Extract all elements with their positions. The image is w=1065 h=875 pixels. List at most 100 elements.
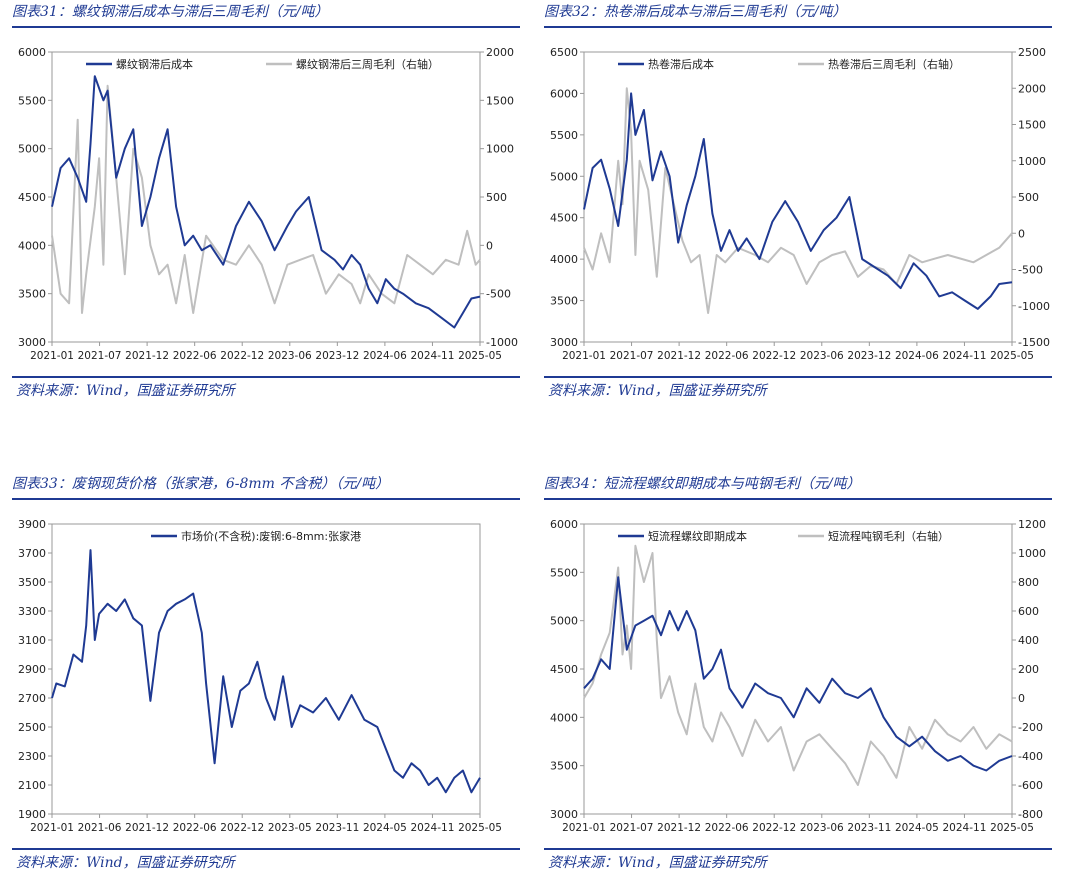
legend-label: 螺纹钢滞后三周毛利（右轴） [296,57,439,71]
plot-frame [51,51,481,343]
y-left-tick-label: 2100 [18,779,46,792]
y-right-tick-label: -500 [1018,264,1043,277]
x-tick-label: 2022-06 [173,350,217,362]
x-tick-label: 2024-11 [943,350,987,362]
legend-label: 螺纹钢滞后成本 [116,57,193,71]
x-tick-label: 2025-05 [458,822,502,834]
y-right-tick-label: -500 [486,288,511,301]
y-left-tick-label: 5500 [550,566,578,579]
source-note: 资料来源：Wind，国盛证券研究所 [16,855,235,871]
y-right-tick-label: 200 [1018,663,1039,676]
y-right-tick-label: 500 [1018,191,1039,204]
series-line [51,84,481,314]
y-right-tick-label: -800 [1018,808,1043,821]
x-tick-label: 2025-05 [458,350,502,362]
x-tick-label: 2024-06 [363,350,407,362]
title-rule [544,498,1052,500]
y-right-tick-label: 0 [486,239,493,252]
x-tick-label: 2021-07 [610,350,654,362]
legend-label: 热卷滞后三周毛利（右轴） [828,57,960,71]
series-line [583,544,1013,786]
chart-panel-34: 图表34：短流程螺纹即期成本与吨钢毛利（元/吨） 3000 3500 4000 450… [544,472,1052,872]
source-note: 资料来源：Wind，国盛证券研究所 [16,383,235,399]
y-right-tick-label: 2500 [1018,46,1046,59]
x-tick-label: 2022-06 [705,350,749,362]
chart-svg: 1900 2100 2300 2500 2700 2900 3100 3300 3500 3700… [18,518,502,834]
chart-svg: 3000350040004500500055006000-800-600-400… [550,518,1046,834]
y-right-tick-label: 500 [486,191,507,204]
y-left-tick-label: 5000 [550,170,578,183]
y-left-tick-label: 3500 [550,295,578,308]
y-right-tick-label: 1000 [486,143,514,156]
x-tick-label: 2025-05 [990,350,1034,362]
x-tick-label: 2022-06 [173,822,217,834]
y-right-tick-label: -1500 [1018,336,1050,349]
y-right-tick-label: 800 [1018,576,1039,589]
y-left-tick-label: 3000 [550,808,578,821]
x-tick-label: 2023-06 [268,350,312,362]
y-left-tick-label: 3000 [550,336,578,349]
y-left-tick-label: 6500 [550,46,578,59]
x-tick-label: 2021-12 [125,822,169,834]
title-rule [12,26,520,28]
y-left-tick-label: 4000 [18,239,46,252]
legend-label: 热卷滞后成本 [648,57,714,71]
y-right-tick-label: 1500 [486,94,514,107]
source-rule [544,848,1052,850]
y-right-tick-label: -600 [1018,779,1043,792]
series-line [583,576,1013,772]
chart-title: 图表34：短流程螺纹即期成本与吨钢毛利（元/吨） [544,476,861,492]
y-right-tick-label: 1000 [1018,547,1046,560]
legend-label: 短流程吨钢毛利（右轴） [828,529,949,543]
legend-label: 市场价(不含税):废钢:6-8mm:张家港 [181,529,361,543]
x-tick-label: 2021-07 [78,350,122,362]
chart-panel-31: 图表31：螺纹钢滞后成本与滞后三周毛利（元/吨） 3000 3500 4000 450… [12,0,520,400]
chart-panel-33: 图表33：废钢现货价格（张家港，6-8mm 不含税）（元/吨） 1900 2100… [12,472,520,872]
y-left-tick-label: 4500 [550,212,578,225]
x-tick-label: 2022-12 [220,822,264,834]
plot-frame [51,523,481,815]
x-tick-label: 2021-06 [78,822,122,834]
x-tick-label: 2025-05 [990,822,1034,834]
x-tick-label: 2021-07 [610,822,654,834]
chart-panel-32: 图表32：热卷滞后成本与滞后三周毛利（元/吨） 3000 3500 4000 4500… [544,0,1052,400]
x-tick-label: 2022-06 [705,822,749,834]
source-rule [544,376,1052,378]
y-left-tick-label: 2900 [18,663,46,676]
x-tick-label: 2021-01 [30,822,74,834]
x-tick-label: 2023-05 [268,822,312,834]
x-tick-label: 2024-11 [411,350,455,362]
y-right-tick-label: -1000 [486,336,518,349]
y-right-tick-label: 600 [1018,605,1039,618]
y-left-tick-label: 3700 [18,547,46,560]
x-tick-label: 2023-06 [800,822,844,834]
series-line [583,92,1013,310]
x-tick-label: 2021-12 [125,350,169,362]
x-tick-label: 2023-12 [847,350,891,362]
title-rule [12,498,520,500]
x-tick-label: 2021-12 [657,822,701,834]
y-left-tick-label: 6000 [550,87,578,100]
chart-title: 图表33：废钢现货价格（张家港，6-8mm 不含税）（元/吨） [12,476,390,492]
y-left-tick-label: 6000 [550,518,578,531]
y-right-tick-label: 1500 [1018,119,1046,132]
x-tick-label: 2023-06 [800,350,844,362]
y-left-tick-label: 5000 [550,615,578,628]
x-tick-label: 2024-05 [363,822,407,834]
y-left-tick-label: 4500 [18,191,46,204]
y-right-tick-label: 1000 [1018,155,1046,168]
y-right-tick-label: -200 [1018,721,1043,734]
series-line [51,549,481,794]
y-left-tick-label: 3900 [18,518,46,531]
x-tick-label: 2022-12 [752,350,796,362]
x-tick-label: 2024-05 [895,822,939,834]
y-left-tick-label: 6000 [18,46,46,59]
chart-title: 图表31：螺纹钢滞后成本与滞后三周毛利（元/吨） [12,4,329,20]
x-tick-label: 2023-12 [315,350,359,362]
y-right-tick-label: -400 [1018,750,1043,763]
series-line [51,75,481,329]
x-tick-label: 2024-11 [411,822,455,834]
x-tick-label: 2023-11 [315,822,359,834]
chart-title: 图表32：热卷滞后成本与滞后三周毛利（元/吨） [544,4,847,20]
legend-label: 短流程螺纹即期成本 [648,529,747,543]
